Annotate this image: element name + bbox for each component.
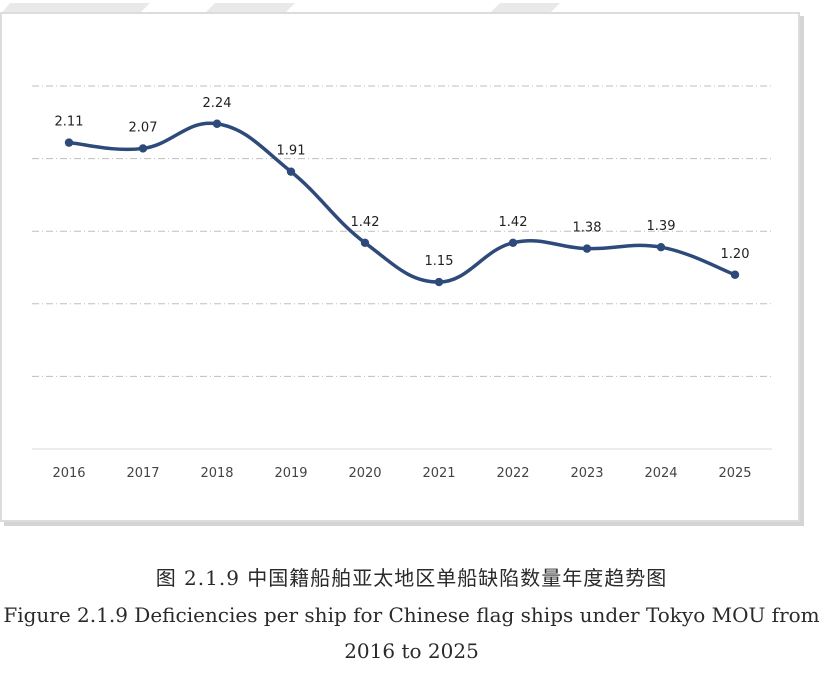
data-point [138, 144, 148, 153]
x-tick-label: 2019 [274, 466, 307, 481]
figure-caption-english: Figure 2.1.9 Deficiencies per ship for C… [3, 603, 820, 663]
x-tick-label: 2018 [200, 466, 233, 481]
data-point [360, 238, 370, 248]
data-label: 1.39 [647, 219, 676, 234]
data-label: 2.24 [203, 96, 232, 111]
data-point [286, 167, 296, 176]
data-point [64, 138, 74, 147]
data-label: 1.42 [499, 215, 528, 230]
data-point [434, 277, 444, 287]
data-point [582, 244, 592, 253]
point-layer [64, 119, 740, 287]
data-label: 1.42 [351, 215, 380, 230]
x-tick-label: 2016 [52, 466, 85, 481]
grid-layer [32, 85, 772, 450]
x-tick-label: 2025 [718, 466, 751, 481]
x-tick-label: 2024 [644, 466, 677, 481]
chart-frame: 2.11 2.07 2.24 1.91 1.42 1.15 1.42 1.38 1.39 1.20… [0, 12, 800, 522]
data-label: 1.38 [573, 221, 602, 236]
data-point [656, 242, 666, 252]
line-chart: 2.11 2.07 2.24 1.91 1.42 1.15 1.42 1.38 1.39 1.20… [32, 85, 772, 481]
data-label: 1.20 [721, 247, 750, 262]
data-point [730, 270, 740, 279]
x-tick-label: 2022 [496, 466, 529, 481]
x-tick-label: 2023 [570, 466, 603, 481]
data-label: 2.07 [129, 120, 158, 135]
data-point [212, 119, 222, 128]
series-line [67, 121, 737, 284]
x-tick-label: 2021 [422, 466, 455, 481]
x-tick-layer: 2016 2017 2018 2019 2020 2021 2022 2023 2024 2025 [52, 466, 751, 481]
background-stripe [0, 0, 823, 12]
figure-caption-chinese: 图 2.1.9 中国籍船舶亚太地区单船缺陷数量年度趋势图 [155, 566, 668, 590]
x-tick-label: 2017 [126, 466, 159, 481]
data-label: 1.15 [425, 254, 454, 269]
label-layer: 2.11 2.07 2.24 1.91 1.42 1.15 1.42 1.38 1.39 1.20 [55, 96, 750, 269]
line-layer [67, 121, 737, 284]
data-label: 2.11 [55, 115, 84, 130]
data-point [508, 238, 518, 248]
data-label: 1.91 [277, 144, 306, 159]
x-tick-label: 2020 [348, 466, 381, 481]
background-stripe-graphic [2, 3, 560, 12]
